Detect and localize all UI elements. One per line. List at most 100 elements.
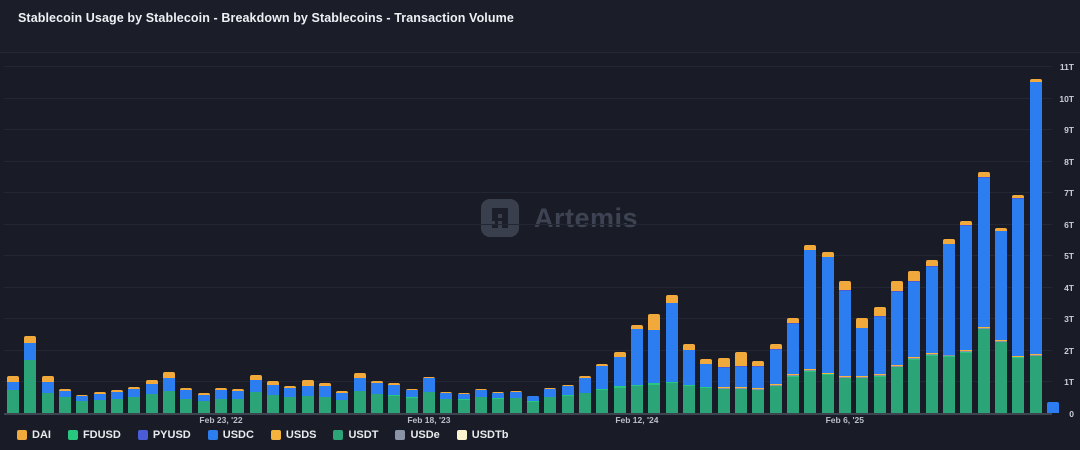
bar-segment-usdt (596, 390, 609, 413)
gridline (4, 318, 1052, 320)
bar-segment-pyusd (977, 177, 990, 178)
bar[interactable] (665, 294, 678, 413)
bar[interactable] (578, 376, 591, 413)
bar[interactable] (821, 252, 834, 413)
gridline (4, 97, 1052, 99)
bar[interactable] (249, 375, 262, 413)
legend-item-usdc[interactable]: USDC (207, 429, 254, 441)
x-axis-label: Feb 18, '23 (407, 415, 451, 425)
bar[interactable] (422, 376, 435, 413)
bar[interactable] (1012, 195, 1025, 413)
bar-segment-usdt (128, 397, 141, 413)
bar[interactable] (734, 351, 747, 413)
bar[interactable] (405, 389, 418, 413)
bar[interactable] (960, 220, 973, 414)
bar-segment-dai (197, 393, 210, 395)
bar[interactable] (786, 318, 799, 413)
legend-item-usds[interactable]: USDS (270, 429, 316, 441)
bar[interactable] (1046, 402, 1059, 413)
bar-segment-fdusd (1029, 355, 1042, 357)
bar[interactable] (769, 343, 782, 413)
bar[interactable] (474, 389, 487, 413)
bar[interactable] (630, 324, 643, 413)
legend-item-pyusd[interactable]: PYUSD (137, 429, 191, 441)
bar[interactable] (370, 381, 383, 413)
bar[interactable] (24, 335, 37, 413)
bar[interactable] (717, 357, 730, 413)
bar-segment-dai (769, 343, 782, 350)
bar[interactable] (440, 391, 453, 413)
bar[interactable] (994, 227, 1007, 414)
bar-segment-fdusd (682, 385, 695, 387)
legend-item-usdtb[interactable]: USDTb (456, 429, 508, 441)
bar[interactable] (457, 393, 470, 413)
bar-segment-usds (960, 350, 973, 352)
bar[interactable] (1029, 78, 1042, 413)
bar-segment-usdt (856, 378, 869, 413)
bar-segment-dai (266, 381, 279, 385)
bar[interactable] (163, 372, 175, 413)
bar[interactable] (544, 388, 557, 413)
bar[interactable] (353, 372, 366, 413)
bar[interactable] (215, 387, 227, 413)
bar[interactable] (596, 363, 609, 413)
bar[interactable] (59, 389, 71, 413)
bar[interactable] (648, 313, 661, 413)
legend-item-usdt[interactable]: USDT (333, 429, 378, 441)
bar[interactable] (873, 306, 886, 413)
bar[interactable] (41, 376, 54, 413)
bar-segment-usds (925, 353, 938, 354)
bar-segment-usdt (388, 395, 401, 413)
bar[interactable] (856, 318, 869, 413)
bar-segment-dai (526, 395, 539, 397)
bar[interactable] (700, 359, 713, 413)
bar[interactable] (682, 343, 695, 413)
bar[interactable] (509, 390, 522, 413)
bar[interactable] (197, 393, 210, 413)
bar[interactable] (336, 390, 349, 413)
bar-segment-usdc (1046, 402, 1059, 413)
bar[interactable] (752, 360, 765, 413)
watermark: Artemis (480, 198, 638, 238)
bar-segment-usdt (1012, 358, 1025, 413)
bar-segment-dai (41, 376, 54, 383)
bar-segment-pyusd (821, 256, 834, 258)
legend-item-fdusd[interactable]: FDUSD (67, 429, 121, 441)
bar[interactable] (804, 244, 817, 413)
bar[interactable] (388, 383, 401, 413)
bar[interactable] (890, 281, 903, 413)
bar-segment-pyusd (769, 349, 782, 350)
bar[interactable] (284, 385, 297, 413)
bar-segment-usdc (370, 382, 383, 394)
bar[interactable] (613, 351, 626, 413)
bar-segment-usdc (752, 366, 765, 389)
bar[interactable] (492, 391, 505, 413)
bar[interactable] (301, 379, 314, 413)
bar[interactable] (561, 384, 574, 413)
bar-segment-usdc (180, 390, 193, 399)
bar[interactable] (908, 271, 921, 413)
bar[interactable] (128, 386, 141, 413)
bar[interactable] (925, 259, 938, 413)
bar[interactable] (526, 395, 539, 413)
bar-segment-usdt (630, 386, 643, 413)
bar[interactable] (7, 375, 19, 413)
bar-segment-dai (128, 386, 141, 390)
bar[interactable] (232, 389, 245, 413)
bar[interactable] (93, 391, 106, 413)
bar-segment-usdt (145, 394, 158, 413)
bar[interactable] (76, 395, 89, 413)
bar-segment-dai (786, 318, 799, 324)
bar[interactable] (942, 238, 955, 413)
bar[interactable] (318, 383, 331, 413)
bar[interactable] (838, 280, 851, 414)
bar[interactable] (266, 381, 279, 413)
legend-item-dai[interactable]: DAI (17, 429, 51, 441)
bar[interactable] (180, 387, 193, 413)
bar[interactable] (145, 379, 158, 413)
bar-segment-usds (786, 374, 799, 376)
bar[interactable] (111, 390, 123, 413)
bar[interactable] (977, 172, 990, 413)
bar-segment-dai (163, 372, 175, 378)
legend-item-usde[interactable]: USDe (395, 429, 440, 441)
